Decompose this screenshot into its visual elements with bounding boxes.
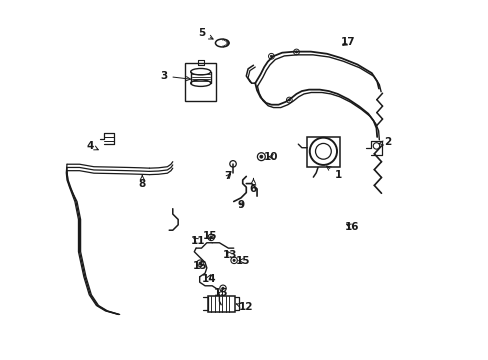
Bar (185, 63, 215, 101)
Circle shape (260, 155, 262, 158)
Text: 7: 7 (224, 171, 232, 181)
Circle shape (233, 259, 235, 261)
Text: 16: 16 (344, 222, 359, 231)
Circle shape (199, 262, 201, 264)
Text: 3: 3 (160, 71, 190, 81)
Text: 9: 9 (237, 200, 244, 210)
Text: 15: 15 (235, 256, 249, 266)
Circle shape (210, 236, 212, 238)
Text: 17: 17 (341, 37, 355, 47)
Bar (306, 137, 339, 167)
Text: 14: 14 (201, 274, 216, 284)
Circle shape (295, 51, 297, 53)
Text: 15: 15 (192, 261, 206, 271)
Text: 1: 1 (326, 166, 342, 180)
Text: 15: 15 (214, 288, 228, 298)
Text: 12: 12 (236, 302, 253, 312)
Text: 11: 11 (190, 236, 204, 246)
Text: 4: 4 (86, 141, 98, 151)
Text: 15: 15 (203, 231, 217, 240)
Circle shape (270, 55, 272, 57)
Text: 2: 2 (378, 138, 391, 147)
Circle shape (222, 287, 224, 289)
Text: 8: 8 (139, 175, 145, 189)
Text: 6: 6 (249, 179, 257, 194)
Circle shape (287, 99, 290, 101)
Text: 10: 10 (264, 152, 278, 162)
Bar (207, 296, 234, 312)
Text: 13: 13 (223, 250, 237, 260)
Text: 5: 5 (198, 28, 213, 39)
